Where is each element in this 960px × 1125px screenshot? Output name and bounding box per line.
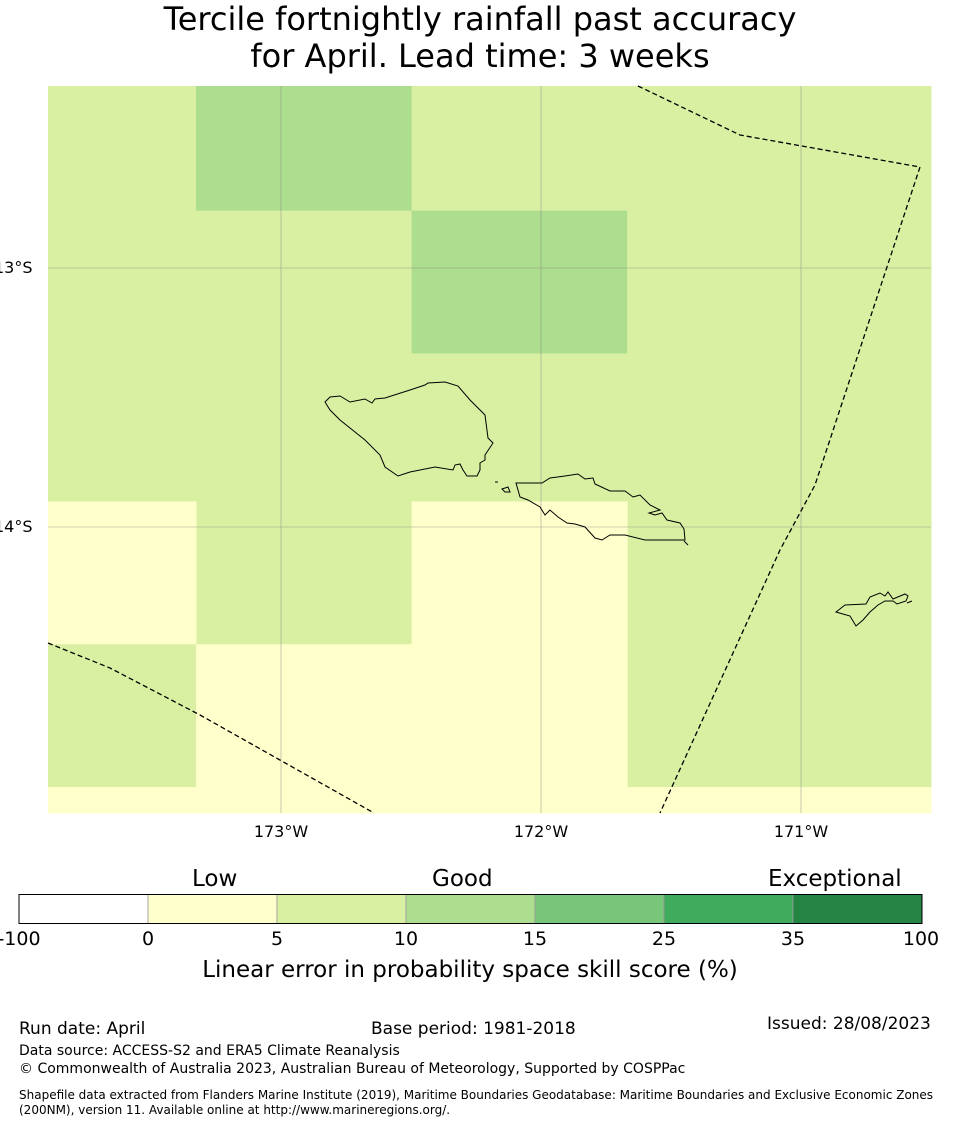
skill-cell-3: [411, 86, 628, 212]
shapefile-credit-line-1: Shapefile data extracted from Flanders M…: [19, 1088, 934, 1102]
lon-label-173w: 173°W: [253, 822, 309, 841]
skill-cell-5: [411, 353, 628, 502]
lat-label-14s: 14°S: [0, 517, 33, 536]
manono-islet-outline: [501, 486, 511, 493]
colorbar-axis-label: Linear error in probability space skill …: [202, 957, 738, 983]
base-period: Base period: 1981-2018: [371, 1019, 576, 1039]
skill-cell-10: [196, 644, 628, 814]
skill-map: [47, 85, 932, 814]
colorbar-segment-5: [663, 894, 794, 924]
colorbar-segment-1: [147, 894, 278, 924]
colorbar-segment-2: [276, 894, 407, 924]
lon-label-172w: 172°W: [513, 822, 569, 841]
map-title-line-2: for April. Lead time: 3 weeks: [250, 37, 710, 75]
colorbar-segments: [18, 894, 923, 924]
boundary-northeast: [637, 85, 921, 814]
data-source: Data source: ACCESS-S2 and ERA5 Climate …: [19, 1043, 400, 1059]
tutuila-island-outline: [834, 591, 909, 627]
colorbar-tick-100: 100: [902, 928, 940, 950]
lon-label-171w: 171°W: [773, 822, 829, 841]
skill-grid-cells: [48, 86, 932, 814]
skill-cell-6: [627, 86, 932, 788]
colorbar-tick-15: 15: [522, 928, 548, 950]
skill-cell-7: [48, 501, 197, 645]
colorbar-tick-5: 5: [270, 928, 284, 950]
colorbar-frame: [18, 894, 923, 924]
skill-cell-11: [48, 787, 197, 814]
skill-cell-4: [411, 210, 628, 354]
run-date: Run date: April: [19, 1019, 146, 1039]
tutuila-east-outline: [906, 600, 913, 604]
colorbar-category-low: Low: [192, 866, 238, 892]
colorbar-tick-25: 25: [651, 928, 677, 950]
colorbar-tick-35: 35: [780, 928, 806, 950]
gridlines: [48, 86, 931, 813]
boundary-southwest: [47, 642, 375, 814]
issued-date: Issued: 28/08/2023: [767, 1014, 931, 1034]
skill-cell-1: [196, 86, 413, 212]
colorbar-category-good: Good: [432, 866, 493, 892]
map-title-line-1: Tercile fortnightly rainfall past accura…: [163, 0, 797, 38]
skill-cell-2: [196, 210, 413, 645]
copyright-notice: © Commonwealth of Australia 2023, Austra…: [19, 1061, 686, 1077]
colorbar-segment-4: [534, 894, 665, 924]
colorbar-segment-3: [405, 894, 536, 924]
colorbar-tick-10: 10: [393, 928, 419, 950]
coastlines: [324, 381, 913, 627]
skill-cell-8: [48, 644, 197, 788]
colorbar-segment-6: [792, 894, 923, 924]
skill-cell-9: [411, 501, 628, 645]
savaii-island-outline: [324, 381, 494, 477]
upolu-island-outline: [515, 473, 686, 541]
skill-cell-12: [627, 787, 932, 814]
colorbar-segment-0: [18, 894, 149, 924]
colorbar-category-exceptional: Exceptional: [768, 866, 902, 892]
maritime-boundaries: [47, 85, 921, 814]
colorbar-tick-minus100: -100: [0, 928, 41, 950]
colorbar-tick-0: 0: [141, 928, 155, 950]
skill-colorbar: [18, 894, 923, 924]
lat-label-13s: 13°S: [0, 258, 33, 277]
skill-cell-0: [48, 86, 197, 502]
upolu-tip-outline: [683, 540, 689, 546]
shapefile-credit-line-2: (200NM), version 11. Available online at…: [19, 1103, 451, 1117]
